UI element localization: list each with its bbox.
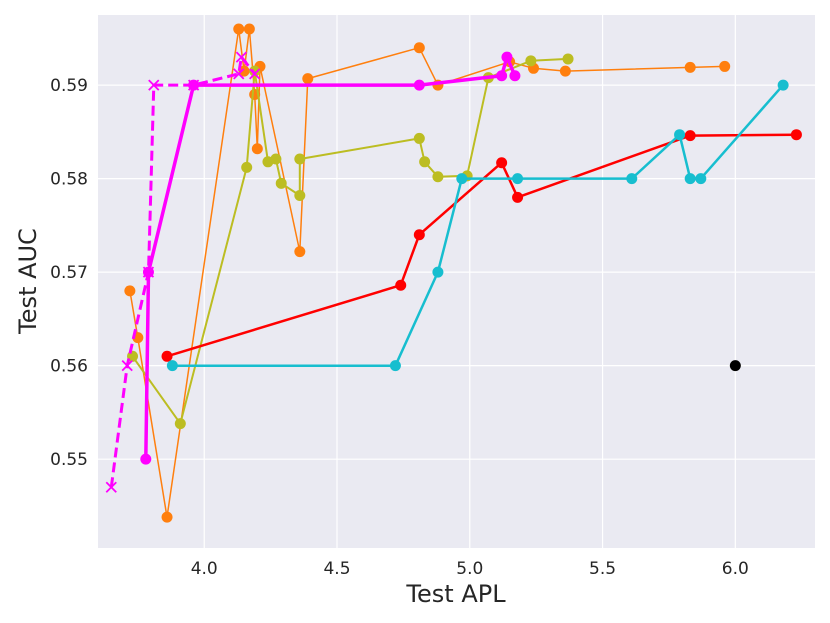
- data-point: [512, 173, 524, 185]
- series-6: [729, 360, 741, 372]
- y-tick-label: 0.58: [50, 170, 88, 190]
- x-tick-label: 4.0: [191, 559, 218, 579]
- data-point: [674, 129, 686, 141]
- data-point: [174, 418, 186, 430]
- ticks-layer: 4.0 4.5 5.0 5.5 6.0 0.55 0.56 0.57 0.58 0.59: [50, 76, 749, 579]
- data-point: [251, 143, 263, 155]
- data-point: [684, 61, 696, 73]
- data-point: [413, 42, 425, 54]
- series-line: [131, 57, 569, 425]
- series-5: [105, 51, 261, 493]
- series-1: [127, 53, 574, 430]
- x-axis-label: Test APL: [405, 580, 506, 608]
- data-point: [413, 229, 425, 241]
- x-tick-label: 4.5: [323, 559, 350, 579]
- data-point: [729, 360, 741, 372]
- data-point: [562, 53, 574, 65]
- series-2: [161, 129, 802, 362]
- data-point: [512, 191, 524, 203]
- data-point: [790, 129, 802, 141]
- data-point: [777, 79, 789, 91]
- data-point: [413, 79, 425, 91]
- x-tick-label: 5.0: [456, 559, 483, 579]
- data-point: [161, 511, 173, 523]
- data-point: [626, 173, 638, 185]
- data-point: [105, 481, 117, 493]
- data-point: [695, 173, 707, 185]
- data-point: [275, 177, 287, 189]
- data-point: [233, 68, 245, 80]
- x-tick-label: 5.5: [589, 559, 616, 579]
- data-point: [684, 130, 696, 142]
- data-point: [142, 266, 155, 278]
- data-point: [241, 161, 253, 173]
- data-point: [413, 132, 425, 144]
- data-point: [432, 266, 444, 278]
- y-tick-label: 0.59: [50, 76, 88, 96]
- data-point: [187, 79, 200, 91]
- plot-background: [98, 15, 815, 548]
- data-point: [249, 65, 261, 77]
- data-point: [243, 23, 255, 35]
- data-point: [233, 23, 245, 35]
- data-point: [302, 73, 314, 85]
- data-point: [249, 68, 261, 80]
- data-point: [294, 153, 306, 165]
- data-point: [395, 279, 407, 291]
- data-point: [501, 51, 513, 63]
- data-point: [456, 173, 468, 185]
- data-point: [124, 285, 136, 297]
- data-point: [294, 246, 306, 258]
- data-point: [496, 70, 508, 82]
- y-axis-label: Test AUC: [14, 228, 42, 335]
- series-line: [109, 55, 256, 488]
- series-layer: [105, 23, 802, 523]
- data-point: [684, 173, 696, 185]
- data-point: [509, 70, 521, 82]
- data-point: [559, 65, 571, 77]
- data-point: [140, 453, 152, 465]
- data-point: [525, 55, 537, 67]
- data-point: [719, 60, 731, 72]
- data-point: [294, 189, 306, 201]
- y-tick-label: 0.57: [50, 263, 88, 283]
- data-point: [121, 360, 133, 372]
- data-point: [161, 350, 173, 362]
- data-point: [389, 360, 401, 372]
- data-point: [235, 51, 248, 63]
- series-3: [166, 79, 789, 372]
- y-tick-label: 0.55: [50, 450, 88, 470]
- data-point: [148, 79, 160, 91]
- x-tick-label: 6.0: [722, 559, 749, 579]
- data-point: [432, 171, 444, 183]
- data-point: [419, 156, 431, 168]
- data-point: [496, 157, 508, 169]
- data-point: [270, 153, 282, 165]
- data-point: [238, 65, 250, 77]
- y-tick-label: 0.56: [50, 357, 88, 377]
- data-point: [166, 360, 178, 372]
- series-0: [124, 23, 731, 523]
